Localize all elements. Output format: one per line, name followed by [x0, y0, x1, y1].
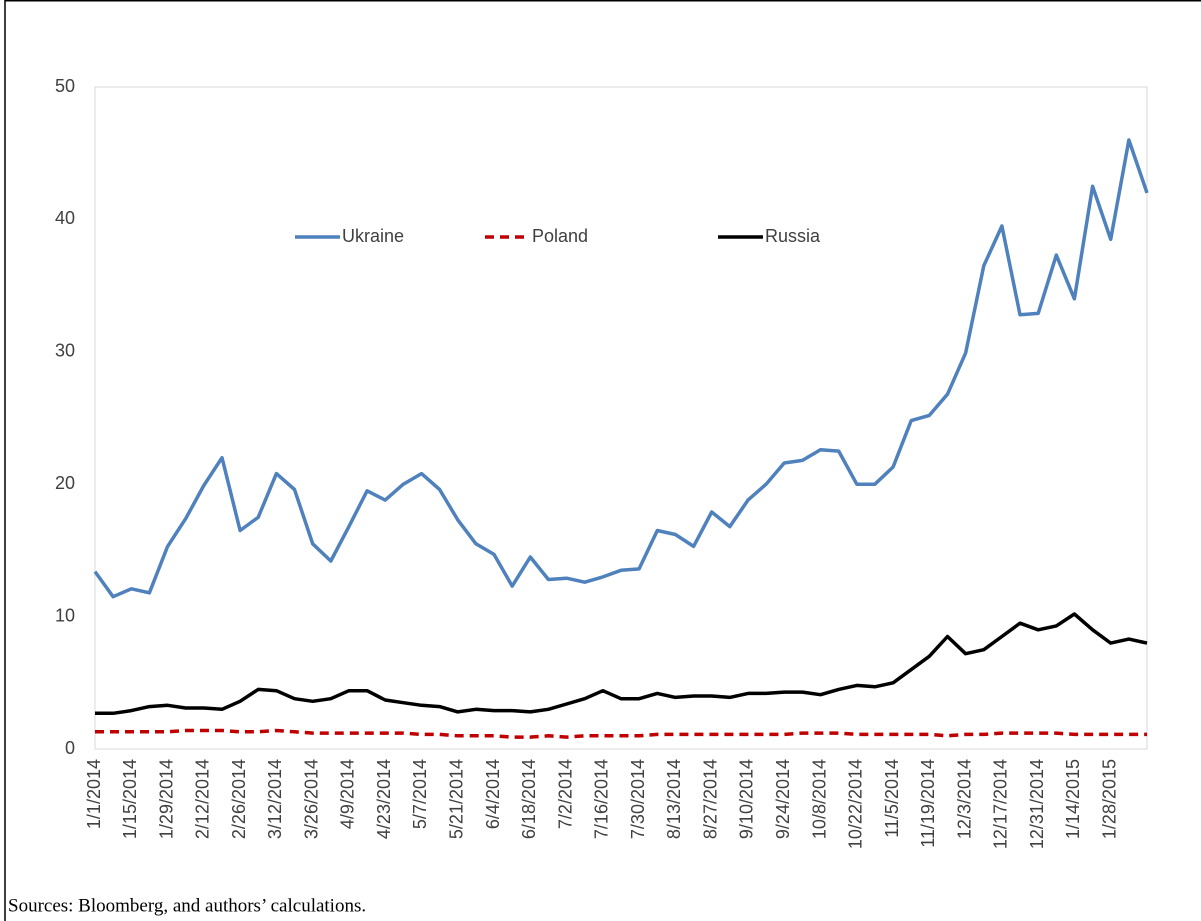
- x-tick-label: 11/19/2014: [918, 759, 938, 848]
- x-tick-label: 7/30/2014: [628, 759, 648, 839]
- x-tick-label: 1/28/2015: [1099, 759, 1119, 839]
- x-tick-label: 11/5/2014: [882, 759, 902, 838]
- x-tick-label: 12/31/2014: [1027, 759, 1047, 849]
- y-tick-label: 10: [55, 605, 75, 625]
- series-line: [93, 138, 1149, 599]
- series-line: [95, 612, 1148, 716]
- y-tick-label: 40: [55, 208, 75, 228]
- x-tick-label: 4/9/2014: [338, 759, 358, 829]
- y-tick-label: 30: [55, 341, 75, 361]
- x-tick-label: 8/27/2014: [700, 759, 720, 839]
- x-tick-label: 12/17/2014: [991, 759, 1011, 849]
- source-note: Sources: Bloomberg, and authors’ calcula…: [8, 895, 366, 916]
- x-tick-label: 3/26/2014: [301, 759, 321, 839]
- x-tick-label: 10/22/2014: [846, 759, 866, 849]
- y-tick-label: 20: [55, 473, 75, 493]
- x-tick-label: 10/8/2014: [809, 759, 829, 839]
- legend-label: Ukraine: [342, 226, 404, 246]
- x-tick-label: 2/12/2014: [193, 759, 213, 839]
- x-tick-label: 1/14/2015: [1063, 759, 1083, 839]
- x-tick-label: 9/10/2014: [737, 759, 757, 839]
- x-tick-label: 1/15/2014: [120, 759, 140, 839]
- x-tick-label: 1/29/2014: [156, 759, 176, 839]
- x-tick-label: 5/21/2014: [447, 759, 467, 839]
- x-tick-label: 9/24/2014: [773, 759, 793, 839]
- x-tick-label: 1/1/2014: [84, 759, 104, 829]
- x-tick-label: 2/26/2014: [229, 759, 249, 839]
- y-tick-label: 0: [65, 738, 75, 758]
- x-tick-label: 7/2/2014: [555, 759, 575, 829]
- series-line: [95, 728, 1147, 739]
- x-tick-label: 8/13/2014: [664, 759, 684, 839]
- x-tick-label: 12/3/2014: [954, 759, 974, 839]
- x-tick-label: 7/16/2014: [592, 759, 612, 839]
- x-tick-label: 6/4/2014: [483, 759, 503, 829]
- plot-area: [94, 86, 1148, 750]
- x-tick-label: 4/23/2014: [374, 759, 394, 839]
- x-tick-label: 3/12/2014: [265, 759, 285, 839]
- legend-label: Poland: [532, 226, 588, 246]
- legend-label: Russia: [765, 226, 821, 246]
- x-tick-label: 6/18/2014: [519, 759, 539, 839]
- y-tick-label: 50: [55, 76, 75, 96]
- x-tick-label: 5/7/2014: [410, 759, 430, 829]
